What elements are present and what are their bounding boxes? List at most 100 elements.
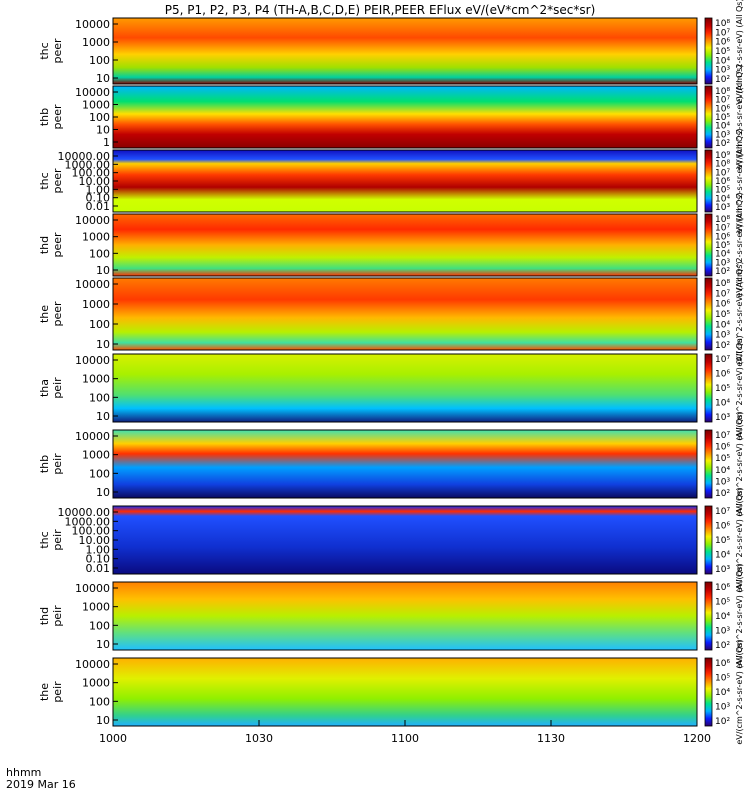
colorbar-tick-label: 10⁴ [715, 551, 730, 561]
y-tick-label: 1000.00 [65, 515, 111, 528]
panel-label: thd [38, 607, 51, 625]
spectrogram-image [113, 506, 697, 574]
x-tick-label: 1130 [537, 732, 565, 745]
y-tick-label: 10 [96, 338, 110, 351]
y-tick-label: 10 [96, 638, 110, 651]
panel-label: thb [38, 455, 51, 473]
y-tick-label: 1.00 [86, 543, 111, 556]
y-tick-label: 10000.00 [58, 150, 111, 163]
colorbar-tick-label: 10³ [715, 703, 730, 713]
colorbar-tick-label: 10⁵ [715, 674, 730, 684]
x-tick-label: 1030 [245, 732, 273, 745]
colorbar-tick-label: 10⁸ [715, 19, 730, 29]
colorbar-tick-label: 10⁴ [715, 250, 730, 260]
colorbar-tick-label: 10⁷ [715, 355, 730, 365]
y-tick-label: 10000 [75, 214, 110, 227]
colorbar-tick-label: 10³ [715, 627, 730, 637]
colorbar-tick-label: 10⁶ [715, 370, 730, 380]
colorbar-label: eV/(cm^2-s-sr-eV) (All Qs) [735, 0, 744, 104]
panel-label: the [38, 683, 51, 701]
y-tick-label: 10000 [75, 18, 110, 31]
colorbar [704, 213, 713, 277]
colorbar-tick-label: 10³ [715, 203, 730, 213]
colorbar-tick-label: 10⁸ [715, 160, 730, 170]
colorbar-label: eV/(cm^2-s-sr-eV) (All Qs) [735, 335, 744, 440]
colorbar-tick-label: 10⁷ [715, 224, 730, 234]
y-tick-label: 1000 [82, 449, 110, 462]
colorbar-tick-label: 10³ [715, 477, 730, 487]
y-tick-label: 100 [89, 467, 110, 480]
y-tick-label: 1000 [82, 231, 110, 244]
colorbar [704, 85, 713, 149]
y-tick-label: 10000.00 [58, 506, 111, 519]
y-tick-label: 10 [96, 124, 110, 137]
colorbar [704, 429, 713, 499]
panel-frame [112, 353, 698, 423]
panel-frame [112, 277, 698, 351]
y-tick-label: 0.10 [86, 553, 111, 566]
y-tick-label: 1.00 [86, 183, 111, 196]
spectrogram-image [113, 214, 697, 276]
y-tick-label: 100 [89, 391, 110, 404]
colorbar-label: eV/(cm^2-s-sr-eV) (All Qs) [735, 64, 744, 169]
y-tick-label: 10.00 [79, 175, 111, 188]
y-tick-label: 100 [89, 318, 110, 331]
y-tick-label: 100 [89, 619, 110, 632]
y-tick-label: 10000 [75, 582, 110, 595]
colorbar-tick-label: 10⁸ [715, 215, 730, 225]
colorbar-tick-label: 10⁶ [715, 522, 730, 532]
x-tick-label: 1000 [99, 732, 127, 745]
colorbar-tick-label: 10⁷ [715, 431, 730, 441]
colorbar-label: eV/(cm^2-s-sr-eV) (All Qs) [735, 128, 744, 233]
colorbar-tick-label: 10⁵ [715, 310, 730, 320]
panel-label: the [38, 305, 51, 323]
colorbar-tick-label: 10² [715, 341, 730, 351]
y-tick-label: 0.01 [86, 562, 111, 575]
y-tick-label: 10 [96, 72, 110, 85]
colorbar-tick-label: 10³ [715, 331, 730, 341]
y-tick-label: 1000.00 [65, 158, 111, 171]
panel-label: peer [51, 38, 64, 64]
colorbar-tick-label: 10² [715, 139, 730, 149]
y-tick-label: 0.01 [86, 200, 111, 213]
colorbar-tick-label: 10⁴ [715, 399, 730, 409]
colorbar-tick-label: 10² [715, 641, 730, 651]
colorbar-tick-label: 10⁴ [715, 122, 730, 132]
colorbar-label: eV/(cm^2-s-sr-eV) (All Qs) [735, 563, 744, 668]
colorbar-tick-label: 10⁵ [715, 113, 730, 123]
panel-frame [112, 17, 698, 85]
colorbar-label: eV/(cm^2-s-sr-eV) (All Qs) [735, 261, 744, 366]
y-tick-label: 10 [96, 714, 110, 727]
colorbar [704, 17, 713, 85]
colorbar-tick-label: 10² [715, 267, 730, 277]
colorbar-tick-label: 10⁵ [715, 186, 730, 196]
panel-label: peer [51, 168, 64, 194]
y-tick-label: 0.10 [86, 192, 111, 205]
colorbar-tick-label: 10⁶ [715, 232, 730, 242]
colorbar [704, 353, 713, 423]
colorbar [704, 657, 713, 727]
colorbar-tick-label: 10⁵ [715, 384, 730, 394]
y-tick-label: 1000 [82, 298, 110, 311]
colorbar-tick-label: 10⁸ [715, 87, 730, 97]
colorbar-tick-label: 10⁵ [715, 454, 730, 464]
y-tick-label: 10 [96, 486, 110, 499]
colorbar-tick-label: 10⁶ [715, 104, 730, 114]
colorbar-tick-label: 10³ [715, 130, 730, 140]
y-tick-label: 10000 [75, 658, 110, 671]
colorbar-tick-label: 10⁷ [715, 28, 730, 38]
panel-label: peir [51, 453, 64, 475]
colorbar-tick-label: 10⁶ [715, 38, 730, 48]
y-tick-label: 1000 [82, 677, 110, 690]
colorbar [704, 505, 713, 575]
panel-label: peir [51, 681, 64, 703]
colorbar-tick-label: 10⁴ [715, 56, 730, 66]
y-tick-label: 1 [103, 136, 110, 149]
y-tick-label: 1000 [82, 601, 110, 614]
